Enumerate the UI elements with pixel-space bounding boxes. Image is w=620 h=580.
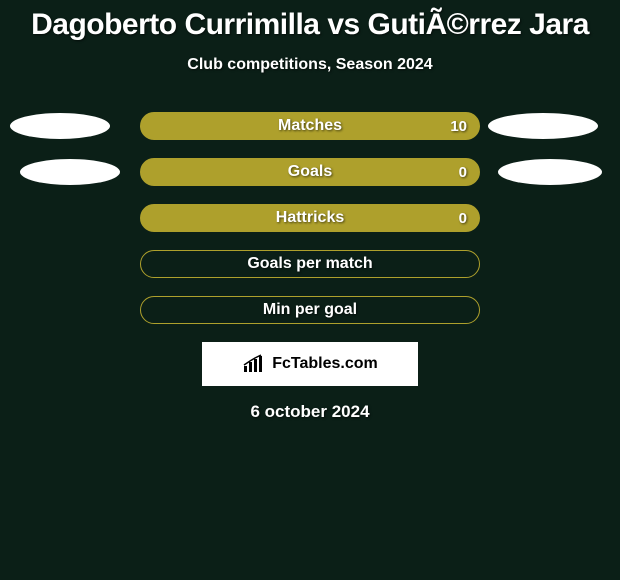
stat-bar: Goals per match (140, 250, 480, 278)
stat-bar: Hattricks 0 (140, 204, 480, 232)
stat-label: Goals per match (247, 255, 372, 273)
right-ellipse (488, 113, 598, 139)
stat-value: 0 (459, 164, 467, 181)
stat-row: Min per goal (0, 296, 620, 324)
stat-row: Hattricks 0 (0, 204, 620, 232)
stat-value: 10 (450, 118, 467, 135)
stat-label: Matches (278, 117, 342, 135)
stat-value: 0 (459, 210, 467, 227)
stat-label: Goals (288, 163, 332, 181)
left-ellipse (10, 113, 110, 139)
brand-badge-wrap: FcTables.com (0, 342, 620, 386)
stat-bar: Min per goal (140, 296, 480, 324)
stat-label: Min per goal (263, 301, 357, 319)
stat-bar: Goals 0 (140, 158, 480, 186)
subtitle: Club competitions, Season 2024 (0, 56, 620, 74)
stat-rows: Matches 10 Goals 0 Hattricks 0 Goals per match… (0, 112, 620, 324)
chart-icon (242, 354, 266, 374)
stat-row: Matches 10 (0, 112, 620, 140)
right-ellipse (498, 159, 602, 185)
stat-bar: Matches 10 (140, 112, 480, 140)
brand-badge: FcTables.com (202, 342, 418, 386)
date-text: 6 october 2024 (0, 402, 620, 422)
stat-label: Hattricks (276, 209, 344, 227)
stat-row: Goals 0 (0, 158, 620, 186)
brand-text: FcTables.com (272, 355, 378, 373)
left-ellipse (20, 159, 120, 185)
stat-row: Goals per match (0, 250, 620, 278)
page-title: Dagoberto Currimilla vs GutiÃ©rrez Jara (0, 0, 620, 42)
